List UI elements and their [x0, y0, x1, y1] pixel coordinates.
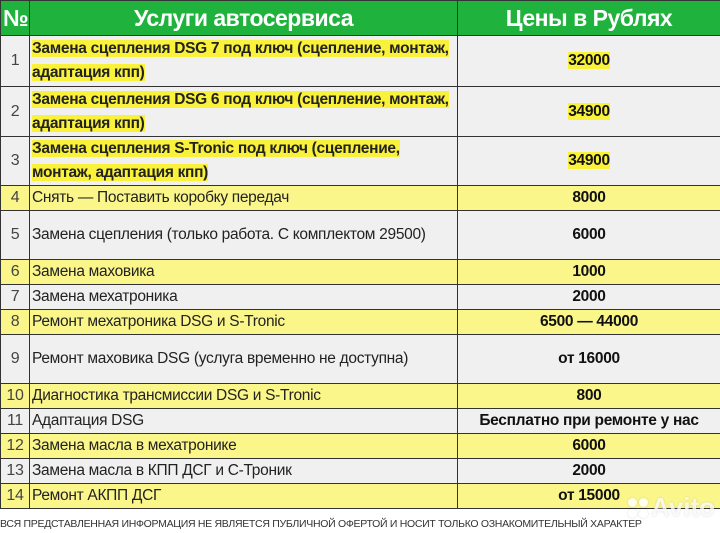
- row-service-cell: Снять — Поставить коробку передач: [29, 185, 458, 211]
- row-number: 5: [0, 210, 30, 260]
- row-price: от 16000: [457, 334, 720, 384]
- row-service-cell: Замена масла в КПП ДСГ и С-Троник: [29, 458, 458, 484]
- row-price: 8000: [457, 185, 720, 211]
- row-price: Бесплатно при ремонте у нас: [457, 408, 720, 434]
- row-price-value: 32000: [568, 52, 610, 69]
- table-row: 1 Замена сцепления DSG 7 под ключ (сцепле…: [0, 35, 720, 87]
- header-service: Услуги автосервиса: [29, 0, 458, 36]
- disclaimer: ВСЯ ПРЕДСТАВЛЕННАЯ ИНФОРМАЦИЯ НЕ ЯВЛЯЕТС…: [0, 518, 642, 530]
- table-row: 10 Диагностика трансмиссии DSG и S-Tronic…: [0, 383, 720, 409]
- row-price-value: 34900: [568, 152, 610, 169]
- row-price-value: Бесплатно при ремонте у нас: [479, 412, 699, 429]
- row-price-value: 6500 — 44000: [539, 313, 639, 330]
- row-price: 2000: [457, 458, 720, 484]
- row-price-value: от 15000: [558, 487, 620, 504]
- row-number: 11: [0, 408, 30, 434]
- table-row: 14 Ремонт АКПП ДСГ от 15000: [0, 483, 720, 509]
- row-service-cell: Замена мехатроника: [29, 284, 458, 310]
- row-number: 14: [0, 483, 30, 509]
- row-price: 800: [457, 383, 720, 409]
- table-row: 13 Замена масла в КПП ДСГ и С-Троник 2000: [0, 458, 720, 484]
- row-price-value: 34900: [568, 102, 610, 120]
- avito-logo-icon: [628, 497, 648, 518]
- row-number: 3: [0, 136, 30, 186]
- row-price: 1000: [457, 259, 720, 285]
- row-service-cell: Замена масла в мехатронике: [29, 433, 458, 459]
- row-service-cell: Замена сцепления DSG 6 под ключ (сцеплен…: [29, 86, 458, 137]
- row-price: 6000: [457, 433, 720, 459]
- table-row: 8 Ремонт мехатроника DSG и S-Tronic 6500 —…: [0, 309, 720, 335]
- row-number: 1: [0, 35, 30, 87]
- table-row: 7 Замена мехатроника 2000: [0, 284, 720, 310]
- row-number: 2: [0, 86, 30, 137]
- row-service-cell: Ремонт мехатроника DSG и S-Tronic: [29, 309, 458, 335]
- header-price: Цены в Рублях: [457, 0, 720, 36]
- table-row: 4 Снять — Поставить коробку передач 8000: [0, 185, 720, 211]
- row-service-cell: Ремонт АКПП ДСГ: [29, 483, 458, 509]
- row-price: 34900: [457, 86, 720, 137]
- row-price: 6500 — 44000: [457, 309, 720, 335]
- row-price: 34900: [457, 136, 720, 186]
- row-price-value: 1000: [572, 263, 606, 280]
- watermark-text: Avito: [651, 492, 716, 522]
- row-number: 7: [0, 284, 30, 310]
- row-price-value: 8000: [572, 189, 606, 206]
- row-number: 6: [0, 259, 30, 285]
- row-service: Замена сцепления DSG 7 под ключ (сцеплен…: [32, 40, 449, 81]
- table-header: № Услуги автосервиса Цены в Рублях: [0, 0, 720, 36]
- row-service-cell: Адаптация DSG: [29, 408, 458, 434]
- row-service: Замена сцепления DSG 6 под ключ (сцеплен…: [32, 90, 449, 132]
- row-service-cell: Замена сцепления DSG 7 под ключ (сцеплен…: [29, 35, 458, 87]
- table-row: 3 Замена сцепления S-Tronic под ключ (сце…: [0, 136, 720, 186]
- table-row: 5 Замена сцепления (только работа. С комп…: [0, 210, 720, 260]
- header-num: №: [0, 0, 30, 36]
- table-row: 11 Адаптация DSG Бесплатно при ремонте у н…: [0, 408, 720, 434]
- row-price-value: 6000: [572, 226, 606, 243]
- row-number: 12: [0, 433, 30, 459]
- row-service: Замена сцепления S-Tronic под ключ (сцеп…: [32, 140, 400, 181]
- row-price-value: 800: [576, 387, 602, 404]
- row-price-value: 6000: [572, 437, 606, 454]
- table-row: 12 Замена масла в мехатронике 6000: [0, 433, 720, 459]
- row-price-value: 2000: [572, 462, 606, 479]
- row-service-cell: Замена маховика: [29, 259, 458, 285]
- table-row: 6 Замена маховика 1000: [0, 259, 720, 285]
- row-number: 10: [0, 383, 30, 409]
- table-row: 2 Замена сцепления DSG 6 под ключ (сцепле…: [0, 86, 720, 137]
- row-number: 9: [0, 334, 30, 384]
- row-price-value: 2000: [572, 288, 606, 305]
- row-price: 6000: [457, 210, 720, 260]
- row-service-cell: Диагностика трансмиссии DSG и S-Tronic: [29, 383, 458, 409]
- row-service-cell: Замена сцепления (только работа. С компл…: [29, 210, 458, 260]
- row-service-cell: Замена сцепления S-Tronic под ключ (сцеп…: [29, 136, 458, 186]
- price-table: № Услуги автосервиса Цены в Рублях 1 Заме…: [0, 0, 720, 509]
- row-price: от 15000: [457, 483, 720, 509]
- row-service-cell: Ремонт маховика DSG (услуга временно не …: [29, 334, 458, 384]
- avito-watermark: Avito: [628, 492, 715, 523]
- table-row: 9 Ремонт маховика DSG (услуга временно не…: [0, 334, 720, 384]
- row-price-value: от 16000: [558, 350, 620, 367]
- row-number: 4: [0, 185, 30, 211]
- row-number: 8: [0, 309, 30, 335]
- row-price: 2000: [457, 284, 720, 310]
- row-price: 32000: [457, 35, 720, 87]
- row-number: 13: [0, 458, 30, 484]
